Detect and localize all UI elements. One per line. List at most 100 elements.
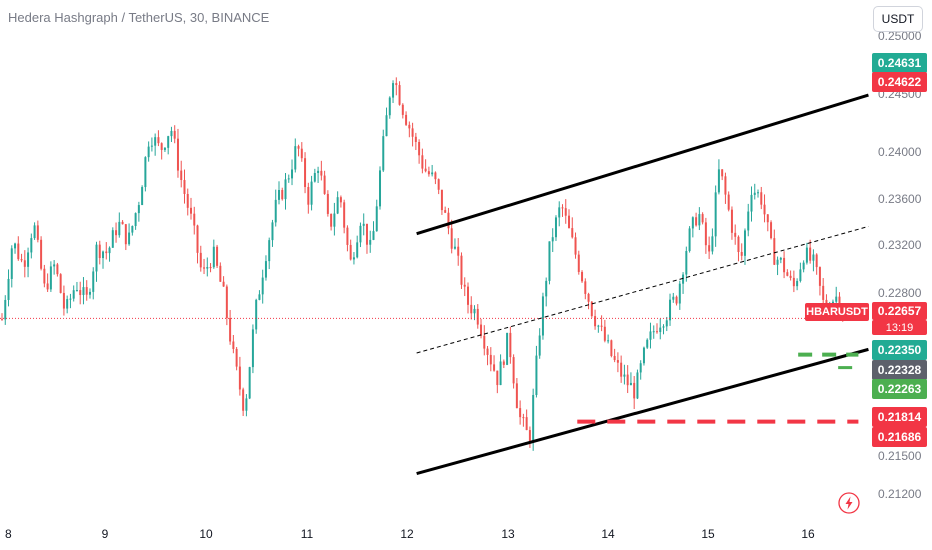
- candle-body: [264, 261, 267, 278]
- candle-body: [603, 326, 606, 341]
- candle-body: [587, 293, 590, 302]
- candle-body: [154, 137, 157, 146]
- candle-body: [493, 364, 496, 371]
- candle-body: [577, 254, 580, 272]
- candle-body: [760, 192, 763, 205]
- x-tick-label: 10: [199, 527, 213, 541]
- candle-body: [610, 340, 613, 356]
- y-tick-label: 0.21500: [878, 449, 922, 463]
- candle-body: [652, 331, 655, 333]
- candle-body: [444, 210, 447, 213]
- candle-body: [225, 286, 228, 319]
- candle-body: [294, 146, 297, 170]
- candle-body: [362, 223, 365, 226]
- candle-body: [17, 243, 20, 260]
- candle-body: [431, 172, 434, 175]
- candle-body: [284, 179, 287, 200]
- candle-body: [1, 319, 3, 321]
- candle-body: [662, 326, 665, 328]
- candle-body: [414, 136, 417, 142]
- candle-body: [623, 374, 626, 377]
- candle-body: [232, 341, 235, 349]
- candle-body: [238, 366, 241, 390]
- candle-body: [737, 236, 740, 253]
- candle-body: [708, 245, 711, 252]
- candle-body: [359, 225, 362, 243]
- candle-body: [724, 176, 727, 195]
- candle-body: [141, 187, 144, 206]
- candle-body: [150, 145, 153, 147]
- candle-body: [388, 97, 391, 116]
- candle-body: [251, 329, 254, 368]
- candle-body: [470, 304, 473, 314]
- currency-button[interactable]: USDT: [873, 6, 923, 32]
- countdown-tag: 13:19: [872, 320, 927, 335]
- candle-body: [339, 197, 342, 203]
- candle-body: [95, 244, 98, 272]
- candle-body: [398, 85, 401, 105]
- candle-body: [655, 331, 658, 333]
- candle-body: [512, 357, 515, 384]
- candle-body: [466, 286, 469, 305]
- candle-body: [743, 230, 746, 256]
- candle-body: [554, 217, 557, 238]
- candle-body: [271, 222, 274, 241]
- candle-body: [20, 259, 23, 261]
- y-tick-label: 0.23200: [878, 238, 922, 252]
- candle-body: [551, 237, 554, 242]
- candle-body: [711, 236, 714, 252]
- candle-body: [176, 138, 179, 171]
- candle-body: [216, 246, 219, 266]
- candle-body: [835, 296, 838, 302]
- candle-body: [561, 207, 564, 209]
- candle-body: [600, 325, 603, 327]
- candle-body: [665, 320, 668, 327]
- candle-body: [121, 221, 124, 225]
- candle-body: [137, 205, 140, 214]
- candle-body: [385, 115, 388, 137]
- candle-body: [525, 417, 528, 431]
- candle-body: [649, 331, 652, 340]
- candle-body: [528, 430, 531, 443]
- candle-body: [183, 180, 186, 194]
- channel-mid-line[interactable]: [416, 225, 869, 354]
- candle-body: [75, 290, 78, 292]
- x-tick-label: 15: [701, 527, 715, 541]
- candle-body: [571, 228, 574, 238]
- candle-body: [343, 202, 346, 228]
- candle-body: [626, 374, 629, 386]
- candle-body: [365, 223, 368, 245]
- price-tag-high-green: 0.24631: [872, 53, 927, 73]
- candle-body: [53, 264, 56, 267]
- candle-body: [639, 363, 642, 373]
- candle-body: [352, 257, 355, 260]
- candle-body: [809, 247, 812, 261]
- candle-body: [131, 226, 134, 233]
- candle-body: [613, 355, 616, 361]
- candle-body: [199, 252, 202, 268]
- candle-body: [792, 277, 795, 287]
- candle-body: [124, 224, 127, 245]
- candle-body: [297, 146, 300, 149]
- lightning-icon[interactable]: [838, 492, 860, 514]
- candle-body: [522, 417, 525, 419]
- candle-body: [730, 209, 733, 233]
- candle-body: [747, 211, 750, 231]
- candle-body: [463, 284, 466, 287]
- candle-body: [268, 240, 271, 262]
- candle-body: [597, 325, 600, 327]
- candle-body: [509, 332, 512, 358]
- channel-upper-line[interactable]: [416, 93, 869, 236]
- candle-body: [56, 264, 59, 275]
- candle-body: [773, 238, 776, 265]
- candle-body: [307, 187, 310, 205]
- candle-body: [659, 327, 662, 333]
- candle-body: [545, 280, 548, 297]
- x-tick-label: 16: [801, 527, 815, 541]
- candle-body: [235, 348, 238, 367]
- candle-body: [629, 382, 632, 386]
- candle-body: [167, 136, 170, 148]
- channel-lower-line[interactable]: [416, 347, 869, 475]
- candle-body: [72, 290, 75, 299]
